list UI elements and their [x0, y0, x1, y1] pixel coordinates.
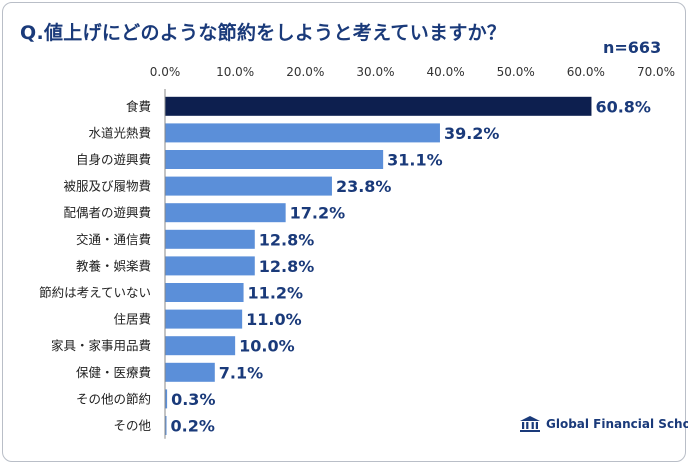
category-label: 交通・通信費 [76, 232, 151, 247]
category-label: 配偶者の遊興費 [63, 205, 151, 220]
category-label: 家具・家事用品費 [51, 338, 151, 353]
category-label: 被服及び履物費 [63, 179, 151, 194]
bar [165, 362, 215, 382]
x-tick-label: 50.0% [497, 65, 535, 79]
value-label: 0.3% [171, 390, 215, 409]
category-label: 食費 [126, 99, 151, 114]
x-tick-label: 70.0% [637, 65, 675, 79]
bar [165, 203, 286, 223]
x-tick-label: 40.0% [427, 65, 465, 79]
x-tick-label: 20.0% [286, 65, 324, 79]
bar [165, 176, 332, 196]
value-label: 12.8% [259, 230, 315, 249]
bar [165, 256, 255, 276]
category-label: その他の節約 [76, 391, 151, 406]
bar [165, 389, 168, 409]
category-label: 自身の遊興費 [76, 152, 151, 167]
sample-size: n=663 [603, 38, 662, 57]
x-tick-label: 0.0% [150, 65, 181, 79]
category-label: 教養・娯楽費 [76, 258, 151, 273]
value-label: 11.0% [246, 310, 302, 329]
x-tick-label: 10.0% [216, 65, 254, 79]
category-label: 保健・医療費 [76, 365, 151, 380]
value-label: 12.8% [259, 257, 315, 276]
brand-logo: Global Financial School [519, 415, 688, 433]
value-label: 11.2% [248, 284, 304, 303]
bar [165, 416, 167, 435]
bar [165, 336, 236, 356]
bar [165, 283, 244, 302]
x-tick-label: 60.0% [567, 65, 605, 79]
value-label: 7.1% [219, 363, 263, 382]
bar [165, 150, 384, 169]
x-axis-ticks: 0.0% 10.0% 20.0% 30.0% 40.0% 50.0% 60.0% 70.0% [150, 65, 675, 79]
bar [165, 96, 592, 116]
bar [165, 309, 243, 329]
bars: 食費 60.8% 水道光熱費 39.2% 自身の遊興費 31.1% 被服及び履物費 23.8%… [39, 96, 651, 436]
category-label: その他 [113, 418, 151, 433]
value-label: 17.2% [290, 204, 346, 223]
value-label: 39.2% [444, 124, 500, 143]
value-label: 23.8% [336, 177, 392, 196]
value-label: 10.0% [239, 337, 295, 356]
brand-name: Global Financial School [546, 417, 688, 431]
value-label: 31.1% [387, 151, 443, 170]
category-label: 節約は考えていない [39, 285, 151, 300]
x-tick-label: 30.0% [356, 65, 394, 79]
value-label: 0.2% [171, 417, 215, 436]
bar [165, 229, 255, 249]
value-label: 60.8% [595, 97, 651, 116]
category-label: 住居費 [113, 312, 151, 327]
school-building-icon [520, 416, 540, 432]
chart-title: Q.値上げにどのような節約をしようと考えていますか？ [20, 22, 507, 44]
category-label: 水道光熱費 [88, 125, 151, 140]
bar [165, 123, 440, 143]
